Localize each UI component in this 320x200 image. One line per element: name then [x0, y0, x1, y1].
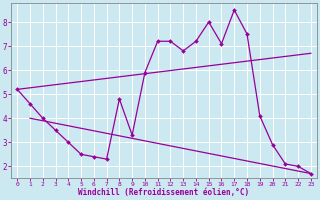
X-axis label: Windchill (Refroidissement éolien,°C): Windchill (Refroidissement éolien,°C) [78, 188, 250, 197]
